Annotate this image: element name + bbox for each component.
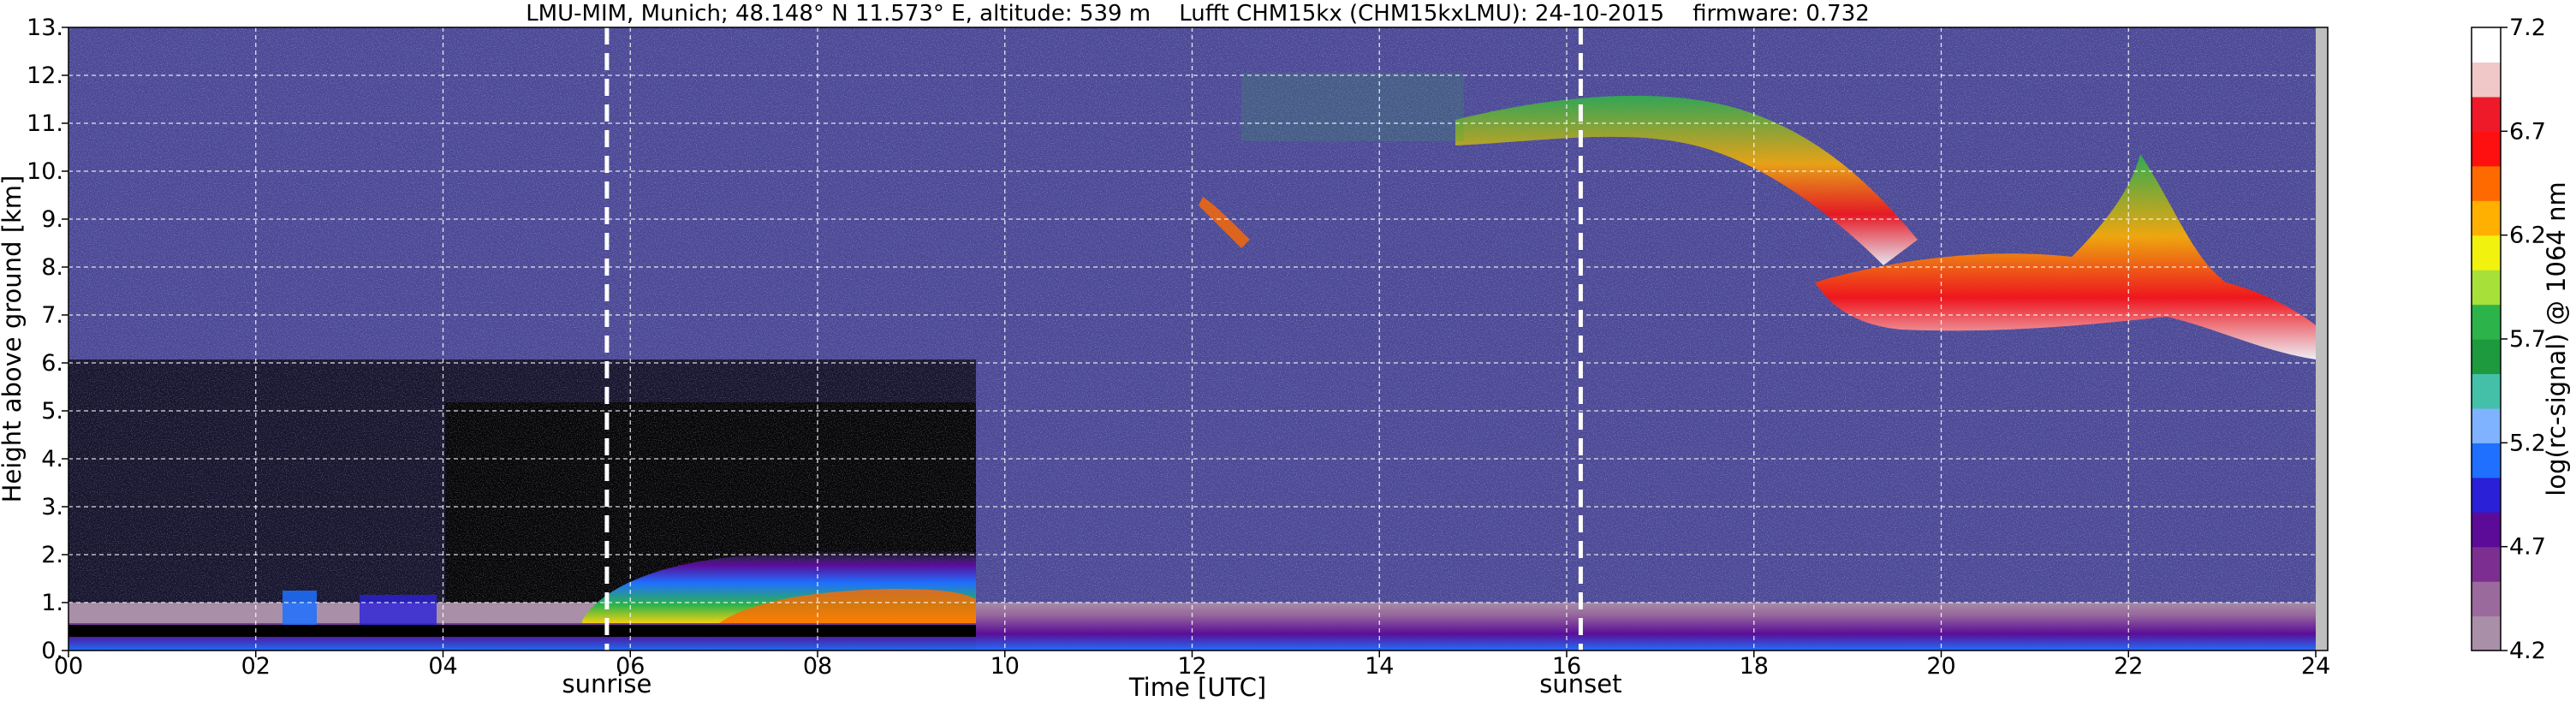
x-tick-label: 20 (1926, 653, 1955, 680)
x-tick-label: 22 (2114, 653, 2143, 680)
y-tick-label: 6. (41, 350, 63, 377)
y-tick-labels: 0. 1. 2. 3. 4. 5. 6. 7. 8. 9. 10. 11. 12. 13. (27, 15, 68, 664)
colorbar-segment (2472, 581, 2501, 617)
x-tick-label: 00 (54, 653, 83, 680)
ground-black-band (68, 625, 976, 637)
colorbar-segment (2472, 339, 2501, 375)
cirrus-upper (1455, 95, 1918, 266)
colorbar-title: log(rc-signal) @ 1064 nm (2542, 181, 2571, 496)
y-tick-label: 0. (41, 638, 63, 664)
x-tick-labels: 00 02 04 06 08 10 12 14 16 18 20 22 24 (54, 651, 2330, 680)
plot-right-strip (2316, 27, 2328, 651)
colorbar-tick-label: 6.7 (2509, 118, 2546, 145)
event-label: sunrise (562, 669, 652, 698)
y-tick-label: 10. (27, 158, 63, 185)
x-tick-label: 16 (1552, 653, 1581, 680)
colorbar-segment (2472, 131, 2501, 167)
x-tick-label: 04 (428, 653, 457, 680)
colorbar-segment (2472, 27, 2501, 63)
plot-frame (68, 27, 2329, 651)
colorbar-segment (2472, 165, 2501, 201)
x-tick-label: 14 (1365, 653, 1394, 680)
colorbar-segment (2472, 270, 2501, 306)
x-axis-title: Time [UTC] (1128, 673, 1266, 702)
colorbar-tick-label: 5.7 (2509, 326, 2546, 353)
x-tick-label: 24 (2301, 653, 2330, 680)
colorbar-segment (2472, 615, 2501, 651)
grid (68, 27, 2316, 651)
boundary-layer-core (719, 589, 976, 623)
colorbar-segment (2472, 96, 2501, 132)
colorbar-segment (2472, 443, 2501, 478)
y-tick-label: 8. (41, 254, 63, 281)
colorbar-tick-label: 5.2 (2509, 430, 2546, 456)
x-tick-label: 10 (991, 653, 1020, 680)
colorbar-segment (2472, 304, 2501, 340)
colorbar-segment (2472, 62, 2501, 98)
colorbar: 4.2 4.7 5.2 5.7 6.2 6.7 7.2 (2471, 15, 2546, 664)
cirrus-small (1199, 197, 1250, 248)
x-tick-label: 06 (616, 653, 645, 680)
y-tick-label: 9. (41, 206, 63, 233)
y-tick-label: 4. (41, 446, 63, 472)
nighttime-aerosol-blue (283, 591, 317, 625)
cirrus-light (1241, 73, 1464, 141)
colorbar-segment (2472, 512, 2501, 548)
colorbar-segment (2472, 477, 2501, 513)
x-tick-label: 02 (241, 653, 271, 680)
y-axis-title: Height above ground [km] (0, 175, 27, 503)
colorbar-segment (2472, 373, 2501, 409)
y-tick-label: 2. (41, 542, 63, 568)
x-tick-label: 08 (803, 653, 832, 680)
y-tick-label: 12. (27, 62, 63, 89)
y-tick-label: 5. (41, 398, 63, 425)
event-lines: sunrise sunset (562, 27, 1622, 698)
y-tick-label: 7. (41, 302, 63, 329)
y-tick-label: 1. (41, 590, 63, 616)
nighttime-aerosol-blue-2 (360, 595, 437, 625)
chart-title: LMU-MIM, Munich; 48.148° N 11.573° E, al… (526, 1, 1870, 27)
colorbar-tick-label: 7.2 (2509, 15, 2546, 41)
colorbar-tick-label: 6.2 (2509, 223, 2546, 249)
x-tick-label: 12 (1177, 653, 1206, 680)
colorbar-tick-label: 4.7 (2509, 534, 2546, 561)
colorbar-tick-label: 4.2 (2509, 638, 2546, 664)
colorbar-segment (2472, 407, 2501, 443)
cirrus-mid (1815, 154, 2316, 359)
colorbar-segment (2472, 546, 2501, 582)
x-tick-label: 18 (1740, 653, 1769, 680)
y-tick-label: 11. (27, 110, 63, 137)
y-tick-label: 3. (41, 494, 63, 520)
event-label: sunset (1539, 669, 1621, 698)
colorbar-segment (2472, 200, 2501, 236)
colorbar-segment (2472, 235, 2501, 270)
y-tick-label: 13. (27, 15, 63, 41)
